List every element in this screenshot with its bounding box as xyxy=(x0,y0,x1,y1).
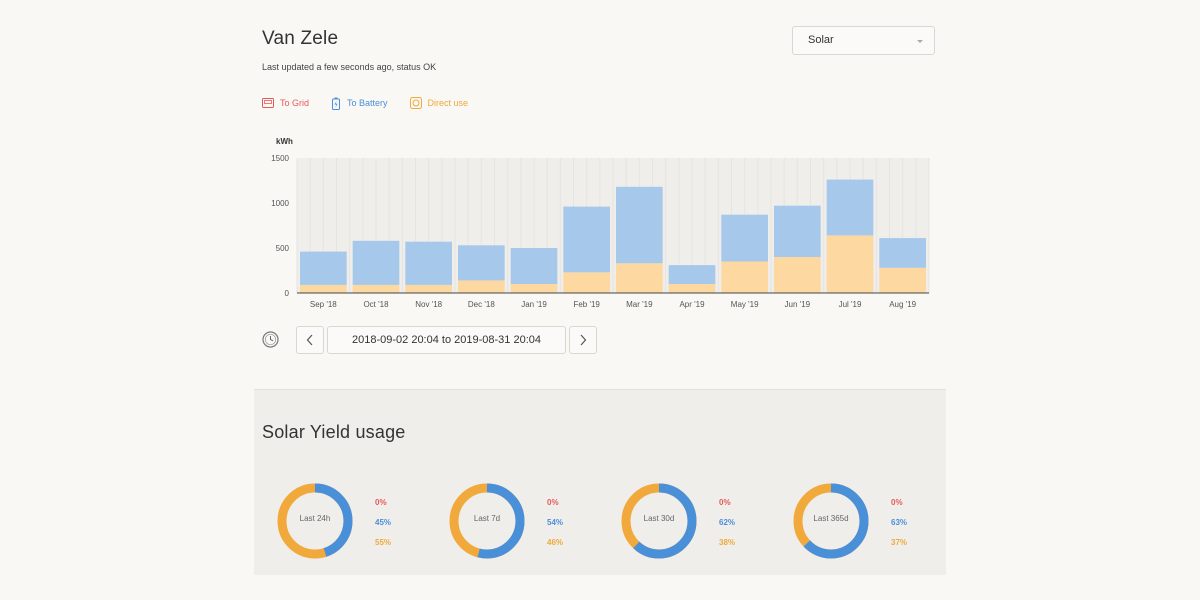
donut-percentages: 0% 54% 46% xyxy=(547,493,563,553)
x-tick-label: Dec '18 xyxy=(468,300,495,309)
legend-label: To Battery xyxy=(347,98,388,108)
x-tick-label: Sep '18 xyxy=(310,300,337,309)
bar-segment xyxy=(616,186,663,264)
chart-svg: 0 500 1000 1500 kWh Sep '18 Oct '18 Nov '18 Dec … xyxy=(271,137,930,309)
x-tick-label: Jul '19 xyxy=(839,300,862,309)
x-tick-label: Aug '19 xyxy=(889,300,916,309)
bar-segment xyxy=(458,245,505,281)
legend-to-grid[interactable]: To Grid xyxy=(262,97,309,109)
donut-percentages: 0% 45% 55% xyxy=(375,493,391,553)
donut-ring xyxy=(277,483,353,559)
bar-segment xyxy=(826,179,874,236)
percent-grid: 0% xyxy=(547,498,559,507)
bar-segment xyxy=(563,206,610,273)
previous-period-button[interactable] xyxy=(296,326,324,354)
y-tick-label: 1500 xyxy=(271,154,289,163)
y-tick-label: 0 xyxy=(285,289,290,298)
bar-segment xyxy=(721,261,768,293)
chart-legend: To Grid To Battery Direct use xyxy=(262,95,490,111)
percent-direct: 55% xyxy=(375,538,392,547)
donut-chart: Last 30d 0% 62% 38% xyxy=(620,482,770,560)
date-range[interactable]: 2018-09-02 20:04 to 2019-08-31 20:04 xyxy=(327,326,566,354)
x-tick-label: Jun '19 xyxy=(785,300,811,309)
donut-battery-segment xyxy=(449,483,525,559)
chevron-left-icon xyxy=(306,334,313,346)
percent-battery: 63% xyxy=(891,518,908,527)
bar-segment xyxy=(458,280,505,293)
bar-segment xyxy=(352,240,400,285)
grid-meter-icon xyxy=(262,98,274,108)
donut-ring xyxy=(793,483,869,559)
bar-segment xyxy=(774,205,821,257)
status-text: Last updated a few seconds ago, status O… xyxy=(262,62,437,72)
percent-direct: 38% xyxy=(719,538,736,547)
bar-segment xyxy=(879,267,926,293)
section-title: Solar Yield usage xyxy=(262,422,406,442)
chevron-right-icon xyxy=(580,334,587,346)
bar-segment xyxy=(563,272,610,293)
next-period-button[interactable] xyxy=(569,326,597,354)
percent-battery: 54% xyxy=(547,518,564,527)
x-tick-label: Apr '19 xyxy=(679,300,705,309)
bar-segment xyxy=(774,257,821,293)
donut-chart: Last 7d 0% 54% 46% xyxy=(448,482,598,560)
percent-direct: 37% xyxy=(891,538,908,547)
source-select-value: Solar xyxy=(808,34,834,46)
donut-label: Last 365d xyxy=(813,514,849,523)
legend-direct-use[interactable]: Direct use xyxy=(409,97,469,109)
direct-use-icon xyxy=(409,97,422,109)
donut-battery-segment xyxy=(621,483,697,559)
x-tick-label: Mar '19 xyxy=(626,300,653,309)
x-tick-label: May '19 xyxy=(731,300,759,309)
legend-to-battery[interactable]: To Battery xyxy=(331,97,388,110)
legend-label: Direct use xyxy=(427,98,469,108)
legend-label: To Grid xyxy=(280,98,310,108)
percent-battery: 45% xyxy=(375,518,392,527)
bar-segment xyxy=(352,284,400,293)
donut-percentages: 0% 63% 37% xyxy=(891,493,907,553)
donut-battery-segment xyxy=(793,483,869,559)
percent-grid: 0% xyxy=(375,498,387,507)
bar-segment xyxy=(405,241,452,285)
y-tick-label: 500 xyxy=(276,244,290,253)
bar-segment xyxy=(668,284,716,293)
bar-segment xyxy=(510,248,558,284)
percent-grid: 0% xyxy=(719,498,731,507)
bar-segment xyxy=(616,263,663,293)
source-select[interactable]: Solar xyxy=(792,26,935,55)
solar-yield-section: Solar Yield usage Last 24h 0% 45% 55% Last 7… xyxy=(254,389,946,575)
bar-segment xyxy=(405,284,452,293)
donut-label: Last 24h xyxy=(299,514,331,523)
bar-segment xyxy=(668,265,716,284)
bar-segment xyxy=(721,214,768,262)
chevron-down-icon xyxy=(917,40,923,43)
percent-grid: 0% xyxy=(891,498,903,507)
battery-icon xyxy=(332,97,341,110)
page-title: Van Zele xyxy=(262,28,339,49)
donut-chart: Last 365d 0% 63% 37% xyxy=(792,482,942,560)
bar-segment xyxy=(879,238,926,268)
bar-segment xyxy=(300,251,347,285)
page: Van Zele Last updated a few seconds ago,… xyxy=(254,0,946,600)
percent-battery: 62% xyxy=(719,518,736,527)
donut-percentages: 0% 62% 38% xyxy=(719,493,735,553)
donut-ring xyxy=(449,483,525,559)
y-axis-label: kWh xyxy=(276,137,293,146)
x-tick-label: Nov '18 xyxy=(415,300,442,309)
clock-icon[interactable] xyxy=(262,331,279,348)
donut-chart: Last 24h 0% 45% 55% xyxy=(276,482,426,560)
x-tick-label: Feb '19 xyxy=(573,300,600,309)
bar-segment xyxy=(510,284,558,293)
donut-label: Last 30d xyxy=(643,514,675,523)
donut-label: Last 7d xyxy=(473,514,501,523)
bar-segment xyxy=(300,284,347,293)
donut-battery-segment xyxy=(277,483,353,559)
bar-segment xyxy=(826,235,874,293)
solar-bar-chart: 0 500 1000 1500 kWh Sep '18 Oct '18 Nov '18 Dec … xyxy=(254,130,946,315)
y-tick-label: 1000 xyxy=(271,199,289,208)
x-tick-label: Jan '19 xyxy=(521,300,547,309)
x-tick-label: Oct '18 xyxy=(363,300,389,309)
donut-ring xyxy=(621,483,697,559)
percent-direct: 46% xyxy=(547,538,564,547)
